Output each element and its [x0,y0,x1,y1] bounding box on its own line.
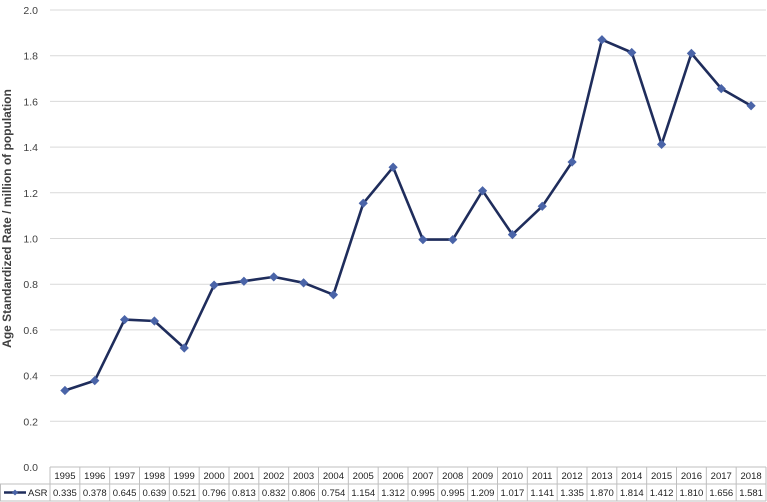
data-point [686,48,697,59]
data-point [746,101,756,111]
legend-label: ASR [28,488,48,499]
series-line [64,38,752,392]
data-label: 1.656 [709,488,733,499]
data-point [328,290,339,300]
data-label: 1.870 [590,488,614,499]
x-tick-label: 2013 [591,471,612,482]
x-tick-label: 2008 [442,471,463,482]
data-point [477,186,488,196]
x-tick-label: 2001 [233,471,254,482]
data-label: 0.806 [292,488,316,499]
data-point [209,280,219,290]
x-tick-label: 1998 [144,471,165,482]
x-tick-label: 2012 [562,471,583,482]
x-tick-label: 1999 [174,471,195,482]
data-label: 1.154 [351,488,375,499]
data-label: 1.581 [739,488,763,499]
data-point [597,35,607,45]
x-tick-label: 2010 [502,471,523,482]
data-point [239,276,249,286]
data-point [179,343,189,353]
y-tick-label: 0.8 [23,279,38,291]
y-tick-label: 0.6 [23,325,38,337]
x-tick-label: 1995 [54,471,75,482]
y-axis-label: Age Standardized Rate / million of popul… [0,89,14,348]
y-tick-label: 1.0 [23,234,38,246]
data-label: 0.378 [83,488,107,499]
data-point [298,278,309,288]
y-tick-label: 1.2 [23,188,38,200]
x-tick-label: 2017 [711,471,732,482]
data-point [269,272,279,282]
x-tick-label: 1997 [114,471,135,482]
data-point [537,201,547,211]
x-tick-label: 2015 [651,471,672,482]
data-table: 1995 1996 1997 1998 1999 2000 2001 2002 2003 2004… [0,466,767,502]
data-label: 1.810 [680,488,704,499]
data-label: 0.335 [53,488,77,499]
data-point [567,157,577,167]
data-label: 1.335 [560,488,584,499]
x-tick-label: 2000 [204,471,225,482]
x-tick-label: 2004 [323,471,344,482]
x-tick-label: 2009 [472,471,493,482]
y-tick-label: 1.6 [23,96,38,108]
data-label: 0.521 [172,488,196,499]
x-tick-label: 2007 [412,471,433,482]
x-tick-label: 2006 [383,471,404,482]
data-label: 1.209 [471,488,495,499]
data-label: 1.412 [650,488,674,499]
x-tick-label: 2018 [741,471,762,482]
data-label: 1.017 [501,488,525,499]
data-label: 0.645 [113,488,137,499]
y-tick-label: 0.4 [23,371,38,383]
x-tick-label: 2003 [293,471,314,482]
data-point [656,139,667,149]
data-label: 0.813 [232,488,256,499]
data-point [507,229,518,240]
data-label: 1.141 [530,488,554,499]
legend-marker [12,489,18,496]
data-point [627,47,637,58]
data-label: 0.754 [322,488,346,499]
y-tick-label: 0.0 [23,462,38,474]
data-label: 0.639 [143,488,167,499]
y-tick-label: 1.4 [23,142,38,154]
gridlines [50,9,766,422]
x-tick-label: 2016 [681,471,702,482]
x-tick-label: 2014 [621,471,642,482]
x-tick-label: 1996 [84,471,105,482]
data-point [90,376,100,386]
y-tick-label: 1.8 [23,51,38,63]
data-point [716,83,726,94]
data-label: 1.814 [620,488,644,499]
y-axis-ticks: 0.0 0.2 0.4 0.6 0.8 1.0 1.2 1.4 1.6 1.8 2.0 [23,5,38,474]
data-label: 0.796 [202,488,226,499]
data-point [358,198,368,208]
x-tick-label: 2011 [532,471,552,482]
data-label: 1.312 [381,488,405,499]
data-point [119,314,130,325]
x-tick-label: 2002 [263,471,284,482]
data-label: 0.832 [262,488,286,499]
data-point [388,162,398,172]
data-point [149,316,160,326]
x-tick-label: 2005 [353,471,374,482]
y-tick-label: 2.0 [23,5,38,17]
data-point [448,235,458,245]
data-label: 0.995 [411,488,435,499]
series-asr [60,35,756,396]
data-label: 0.995 [441,488,465,499]
data-point [418,235,428,245]
y-tick-label: 0.2 [23,416,38,428]
data-point [60,385,70,396]
